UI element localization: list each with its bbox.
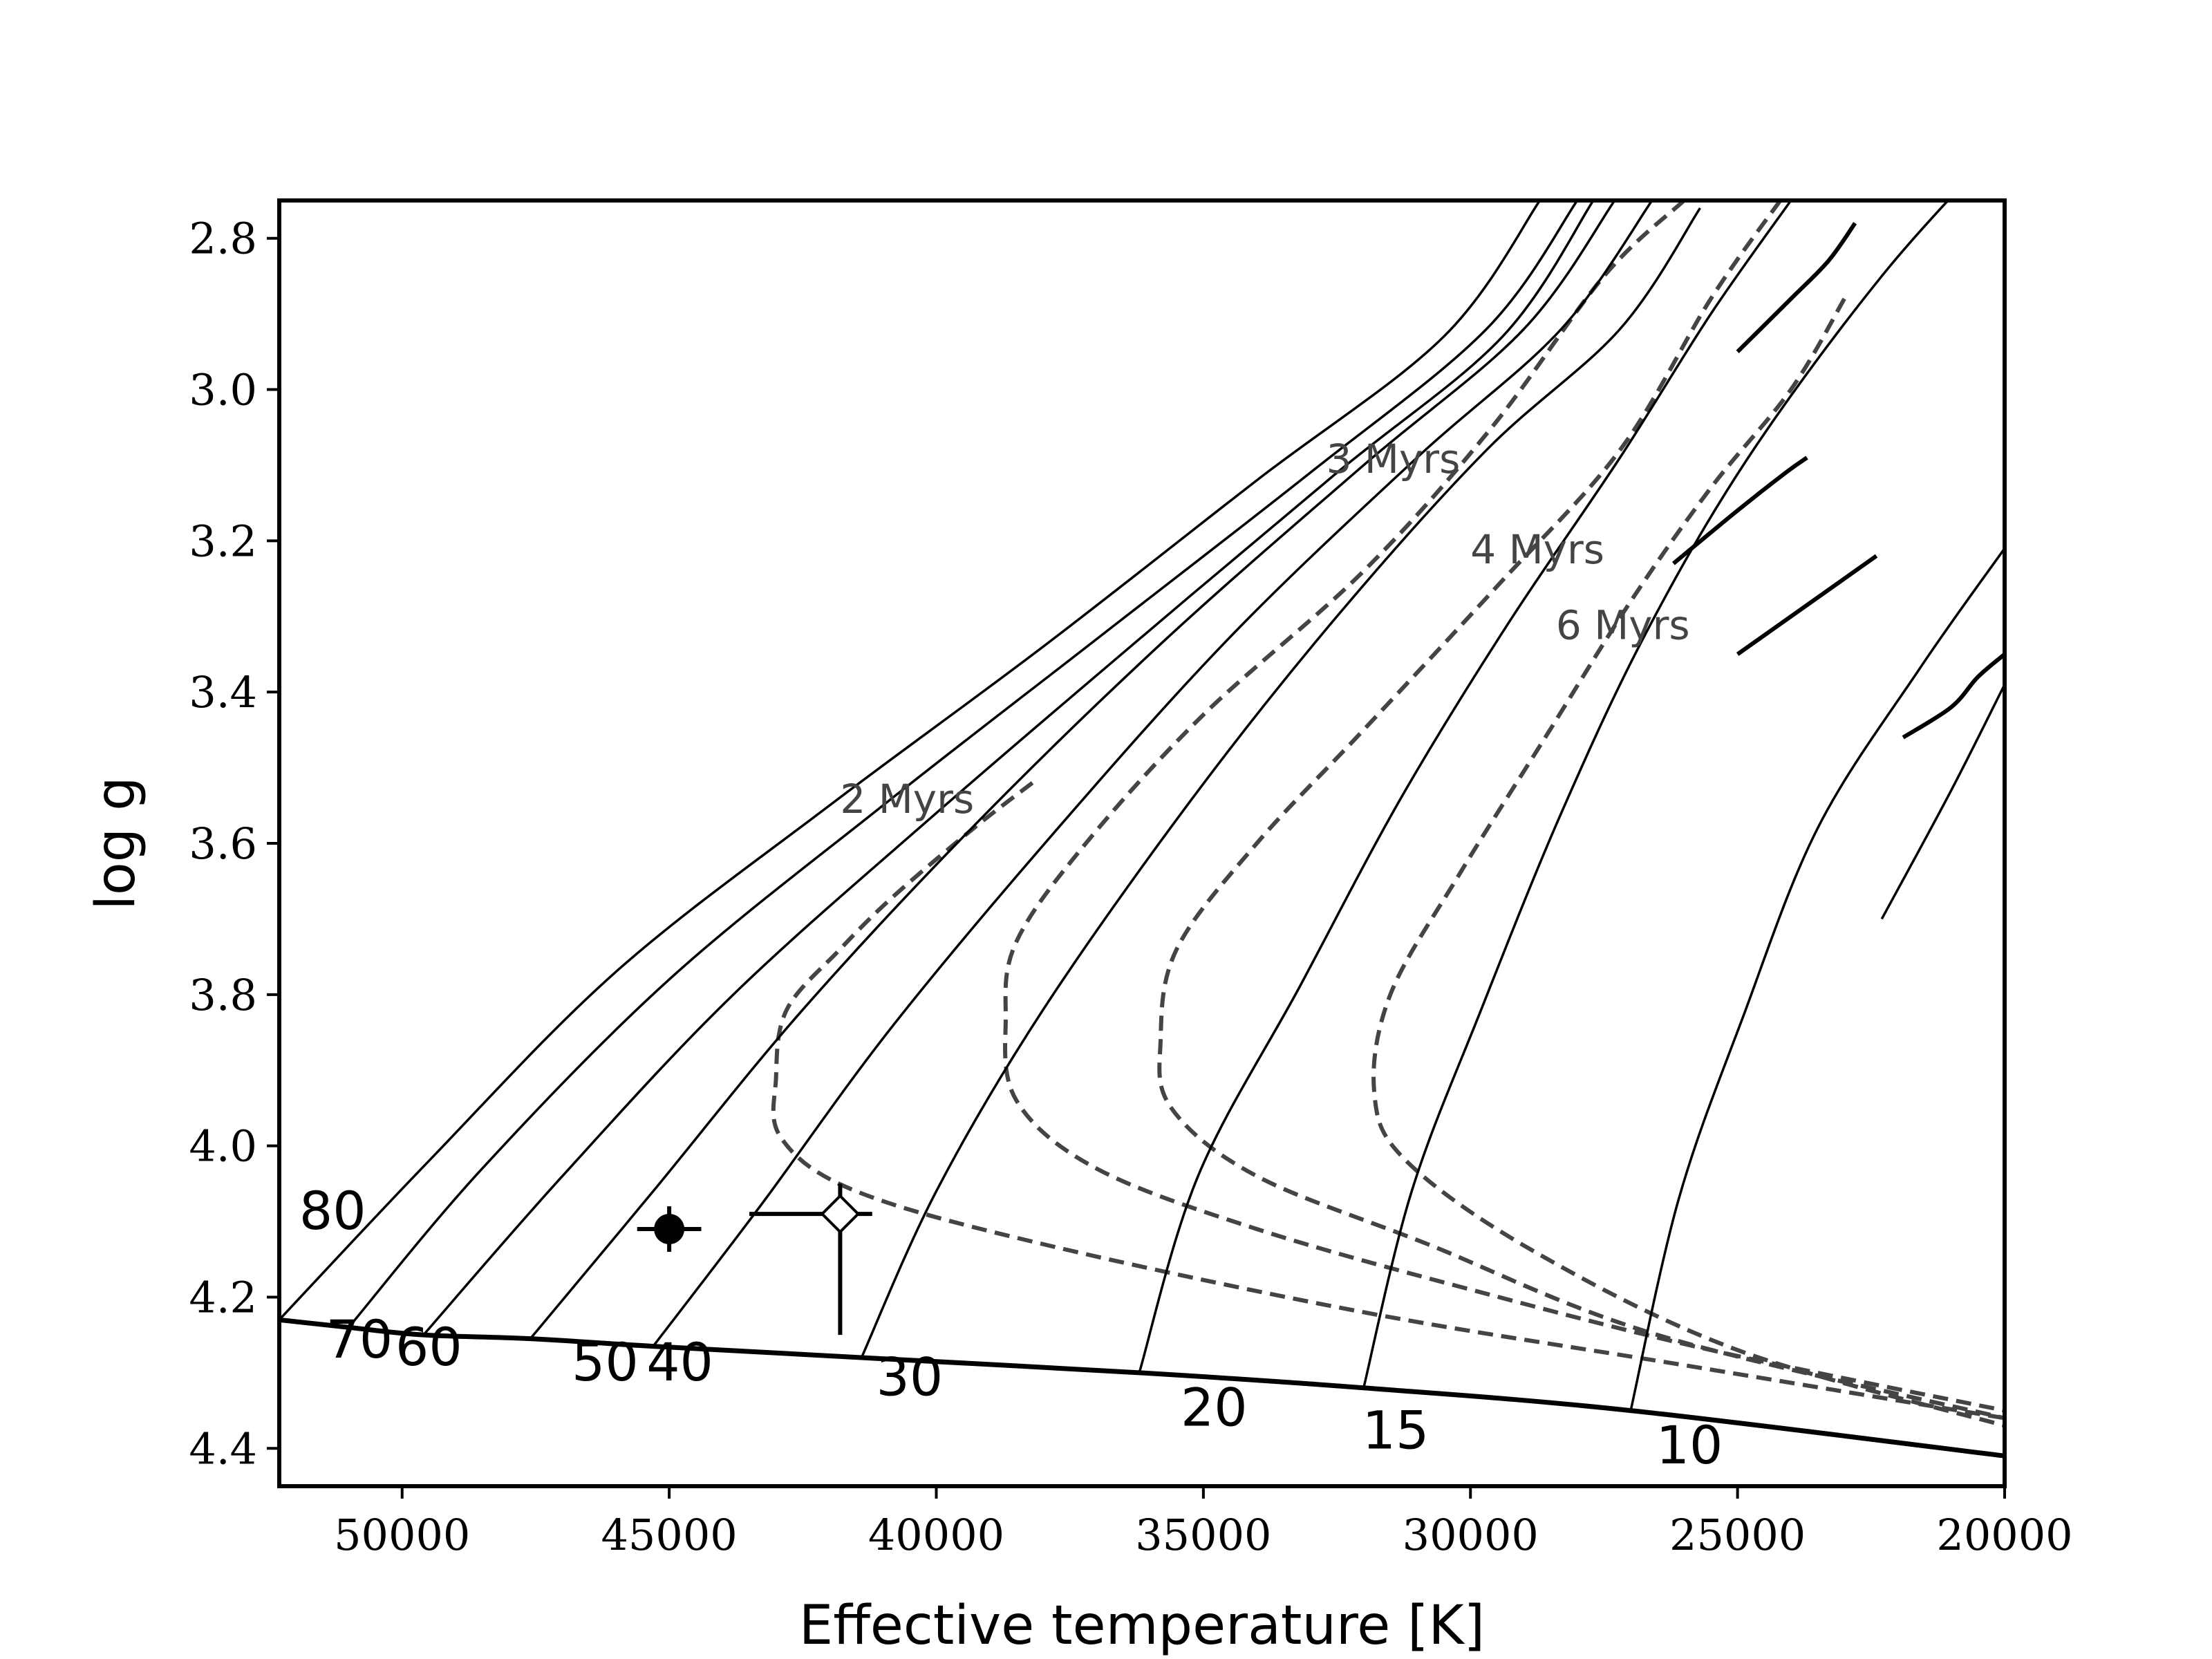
y-tick-label: 2.8: [189, 214, 257, 264]
track-mass-label: 50: [572, 1331, 639, 1393]
track-line: [652, 200, 1653, 1347]
x-axis-label: Effective temperature [K]: [799, 1595, 1485, 1657]
isochrone-line: [771, 781, 2005, 1421]
isochrone-line: [1157, 200, 2005, 1421]
track-line: [348, 200, 1579, 1329]
track-line: [1138, 200, 1792, 1374]
track-mass-label: 40: [646, 1331, 713, 1393]
x-tick-label: 30000: [1403, 1510, 1539, 1560]
track-hook-line: [1736, 554, 1878, 656]
x-tick-label: 35000: [1135, 1510, 1271, 1560]
track-line: [422, 200, 1595, 1336]
zams-line: [279, 1317, 2005, 1459]
track-hook-line: [1671, 456, 1808, 565]
track-mass-label: 10: [1656, 1414, 1723, 1476]
track-hook-line: [1736, 222, 1857, 353]
track-mass-label: 20: [1181, 1376, 1248, 1438]
data-layer: [279, 200, 2005, 1459]
y-tick-label: 3.2: [189, 516, 257, 566]
open-diamond-marker: [820, 1194, 861, 1234]
y-axis-label: log g: [85, 776, 147, 910]
track-mass-label: 70: [326, 1309, 393, 1370]
x-tick-label: 50000: [334, 1510, 470, 1560]
y-tick-label: 3.4: [189, 667, 257, 718]
track-line: [860, 207, 1701, 1358]
track-hook-line: [1902, 653, 2005, 740]
data-point-filled: [637, 1206, 702, 1252]
y-tick-label: 4.0: [189, 1121, 257, 1172]
track-line: [279, 200, 1541, 1321]
track-mass-label: 80: [299, 1180, 366, 1241]
y-tick-label: 4.2: [189, 1272, 257, 1322]
y-tick-label: 3.6: [189, 818, 257, 869]
x-tick-label: 45000: [601, 1510, 737, 1560]
track-mass-label: 30: [876, 1347, 943, 1408]
isochrone-label: 6 Myrs: [1556, 602, 1690, 649]
track-mass-label: 60: [395, 1316, 462, 1378]
y-tick-label: 3.0: [189, 365, 257, 415]
track-mass-label: 15: [1362, 1399, 1430, 1461]
isochrone-line: [1371, 297, 2005, 1428]
y-tick-label: 3.8: [189, 970, 257, 1020]
x-tick-label: 40000: [868, 1510, 1004, 1560]
track-line: [529, 200, 1616, 1340]
track-line: [1629, 547, 2005, 1411]
isochrone-label: 2 Myrs: [840, 776, 974, 823]
filled-circle-marker: [654, 1214, 685, 1244]
isochrone-label: 3 Myrs: [1327, 435, 1461, 482]
track-line: [1880, 684, 2005, 920]
x-tick-label: 20000: [1936, 1510, 2072, 1560]
track-line: [1362, 200, 1950, 1389]
data-point-open: [749, 1183, 872, 1335]
ticks-layer: 50000 45000 40000 35000 30000 25000 20000 2.8 3.…: [189, 214, 2072, 1560]
isochrone-line: [1003, 200, 2005, 1413]
y-tick-label: 4.4: [189, 1423, 257, 1474]
x-tick-label: 25000: [1669, 1510, 1806, 1560]
isochrone-label: 4 Myrs: [1470, 526, 1604, 573]
